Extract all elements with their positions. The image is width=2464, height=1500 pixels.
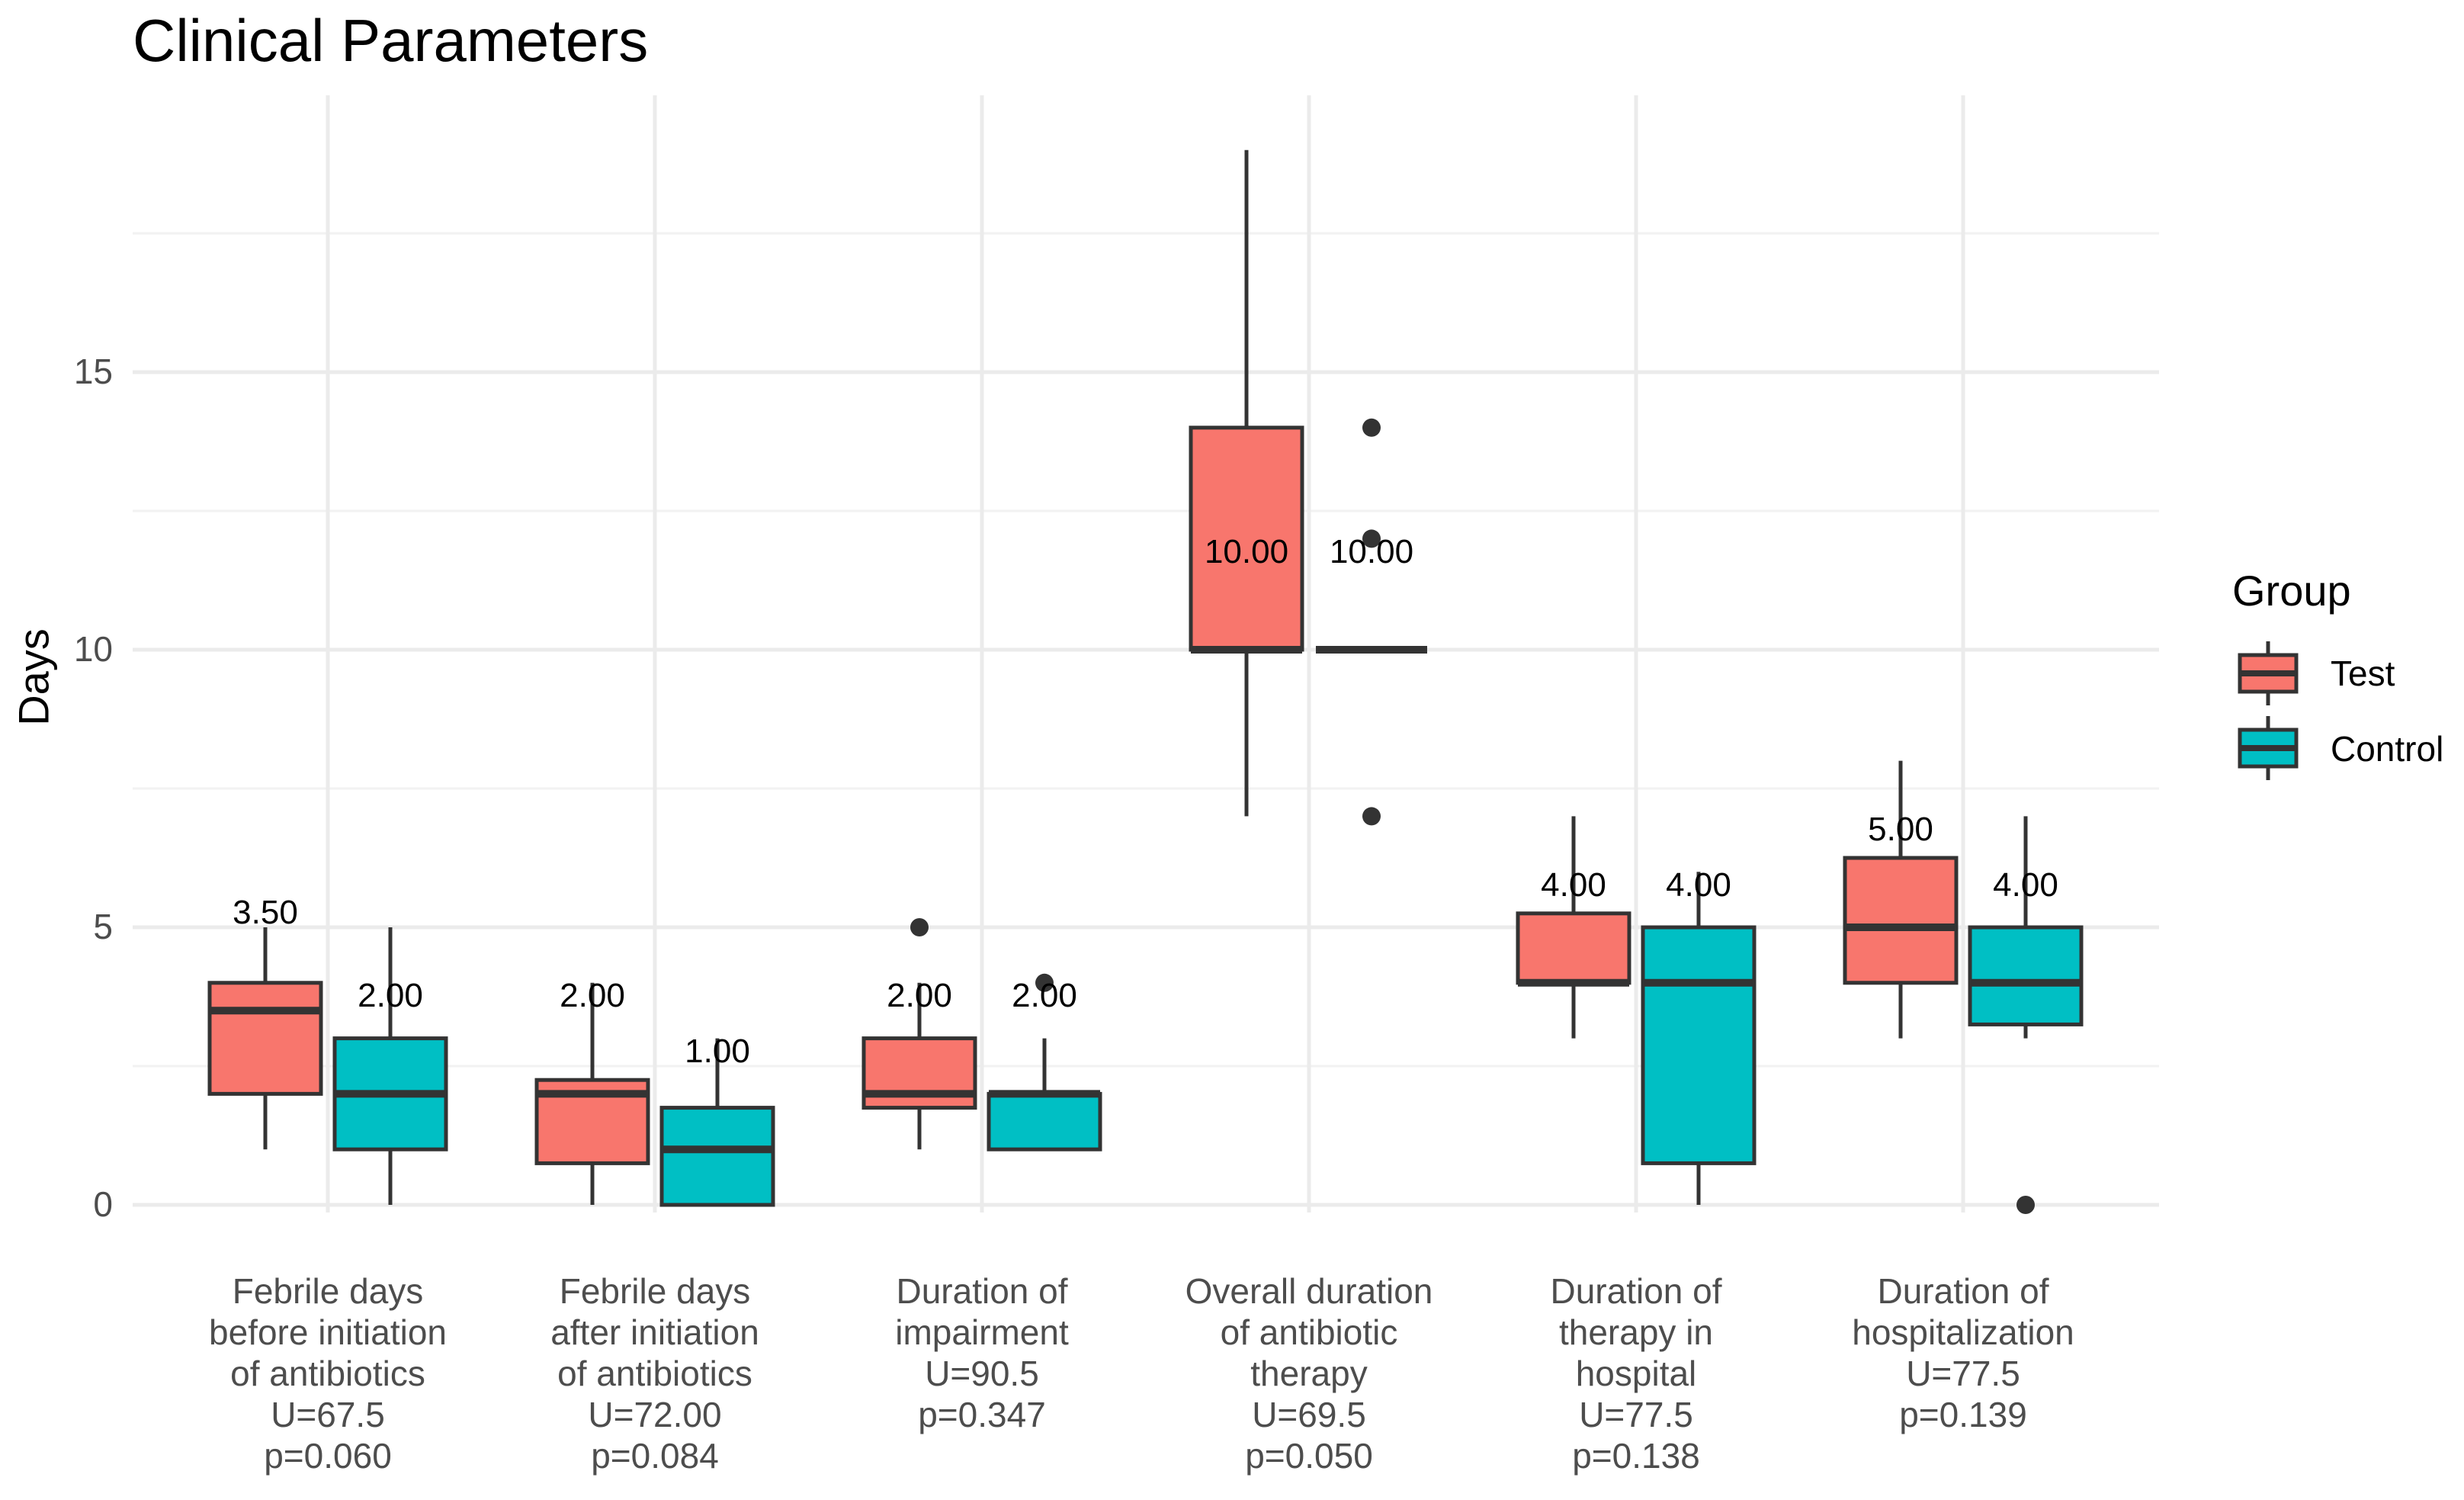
- x-category-label-line: after initiation: [550, 1312, 759, 1352]
- box-test: [1843, 760, 1959, 1039]
- median-data-label: 3.50: [233, 894, 298, 931]
- x-category-label-line: U=77.5: [1906, 1354, 2020, 1393]
- box-test: [534, 982, 650, 1205]
- outlier-point: [1035, 973, 1054, 992]
- box-control: [1316, 418, 1427, 826]
- box-test: [861, 918, 977, 1150]
- box-series: [207, 149, 2084, 1214]
- x-category-label: Overall duration of antibiotic therapy U=69…: [1149, 1270, 1469, 1476]
- x-category-label-line: p=0.139: [1899, 1395, 2027, 1434]
- box-body: [1968, 925, 2084, 1026]
- box-control: [659, 1038, 775, 1207]
- outlier-point: [1362, 418, 1381, 437]
- x-category-label: Febrile days before initiation of antibiot…: [168, 1270, 488, 1476]
- x-category-label-line: of antibiotic: [1220, 1312, 1398, 1352]
- outlier-point: [1362, 807, 1381, 826]
- legend-keys: [2238, 641, 2299, 780]
- x-category-label-line: Febrile days: [559, 1271, 751, 1311]
- x-category-label-line: of antibiotics: [557, 1354, 752, 1393]
- x-category-label: Duration of therapy in hospital U=77.5 p=0.1…: [1476, 1270, 1796, 1476]
- x-category-label-line: Febrile days: [232, 1271, 424, 1311]
- outlier-point: [910, 918, 929, 936]
- box-test: [207, 927, 323, 1150]
- legend-key-control: [2238, 716, 2299, 780]
- box-test: [1516, 816, 1631, 1039]
- x-category-label: Duration of impairment U=90.5 p=0.347: [822, 1270, 1142, 1435]
- median-data-label: 2.00: [1012, 977, 1077, 1015]
- x-category-label-line: Duration of: [1550, 1271, 1722, 1311]
- x-category-label-line: Overall duration: [1185, 1271, 1433, 1311]
- x-category-label: Febrile days after initiation of antibioti…: [495, 1270, 815, 1476]
- median-data-label: 4.00: [1541, 866, 1606, 904]
- median-data-label: 4.00: [1993, 866, 2058, 904]
- outlier-point: [2016, 1196, 2035, 1214]
- x-category-label-line: before initiation: [209, 1312, 447, 1352]
- x-category-label-line: Duration of: [896, 1271, 1068, 1311]
- grid-lines: [133, 95, 2159, 1213]
- box-body: [1843, 856, 1959, 985]
- x-category-label-line: p=0.347: [918, 1395, 1046, 1434]
- x-category-label-line: U=67.5: [271, 1395, 385, 1434]
- chart-title: Clinical Parameters: [133, 7, 649, 74]
- median-data-label: 5.00: [1868, 810, 1933, 848]
- x-category-label-line: therapy in: [1558, 1312, 1713, 1352]
- median-data-label: 2.00: [887, 977, 952, 1015]
- x-category-label-line: of antibiotics: [230, 1354, 425, 1393]
- x-category-label-line: U=72.00: [588, 1395, 722, 1434]
- box-body: [1641, 925, 1757, 1165]
- x-category-label-line: therapy: [1250, 1354, 1368, 1393]
- y-tick-label: 5: [93, 907, 113, 946]
- median-data-label: 4.00: [1666, 866, 1731, 904]
- x-category-label-line: U=69.5: [1252, 1395, 1366, 1434]
- box-control: [332, 927, 448, 1205]
- legend-label-control: Control: [2331, 729, 2444, 769]
- box-body: [1189, 426, 1304, 652]
- box-body: [659, 1106, 775, 1207]
- box-body: [987, 1091, 1102, 1151]
- median-data-label: 10.00: [1204, 532, 1289, 570]
- median-data-label: 2.00: [358, 977, 423, 1015]
- x-category-label-line: hospitalization: [1852, 1312, 2074, 1352]
- x-category-label-line: impairment: [895, 1312, 1069, 1352]
- box-body: [207, 981, 323, 1096]
- y-tick-label: 15: [73, 352, 113, 391]
- x-category-label-line: hospital: [1575, 1354, 1697, 1393]
- y-tick-label: 10: [73, 629, 113, 669]
- legend-key-test: [2238, 641, 2299, 705]
- x-category-label-line: p=0.060: [264, 1436, 392, 1476]
- outlier-point: [1362, 529, 1381, 548]
- box-control: [1641, 872, 1757, 1205]
- x-category-label-line: Duration of: [1877, 1271, 2049, 1311]
- median-data-label: 1.00: [685, 1033, 750, 1070]
- box-control: [1968, 816, 2084, 1214]
- x-category-label-line: p=0.138: [1572, 1436, 1700, 1476]
- median-data-label: 2.00: [560, 977, 625, 1015]
- y-tick-label: 0: [93, 1184, 113, 1224]
- x-category-label-line: p=0.084: [591, 1436, 719, 1476]
- x-category-label-line: U=90.5: [925, 1354, 1039, 1393]
- x-category-label-line: p=0.050: [1245, 1436, 1373, 1476]
- x-category-label-line: U=77.5: [1579, 1395, 1693, 1434]
- box-control: [987, 973, 1102, 1151]
- legend-label-test: Test: [2331, 654, 2395, 693]
- legend-title: Group: [2232, 567, 2351, 615]
- x-category-label: Duration of hospitalization U=77.5 p=0.139: [1803, 1270, 2123, 1435]
- median-data-label: 10.00: [1329, 532, 1414, 570]
- box-body: [1516, 911, 1631, 985]
- box-test: [1189, 149, 1304, 817]
